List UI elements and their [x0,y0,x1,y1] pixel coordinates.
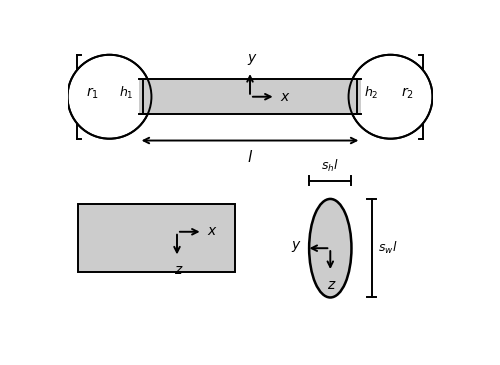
Circle shape [348,55,432,139]
Text: $r_1$: $r_1$ [86,85,99,101]
Ellipse shape [309,199,352,297]
Polygon shape [138,79,362,114]
Text: $s_w l$: $s_w l$ [378,240,398,256]
Polygon shape [138,79,362,114]
Text: $x$: $x$ [208,224,218,238]
Text: $x$: $x$ [280,90,291,104]
Text: $y$: $y$ [247,52,258,67]
Text: $h_2$: $h_2$ [364,85,379,101]
Text: $s_h l$: $s_h l$ [322,158,339,174]
Text: $z$: $z$ [174,263,184,277]
Text: $l$: $l$ [247,149,253,165]
Text: $y$: $y$ [291,239,302,254]
Text: $h_1$: $h_1$ [120,85,134,101]
Polygon shape [78,204,235,272]
Text: $z$: $z$ [328,278,337,292]
Text: $r_2$: $r_2$ [402,85,414,101]
Circle shape [68,55,152,139]
